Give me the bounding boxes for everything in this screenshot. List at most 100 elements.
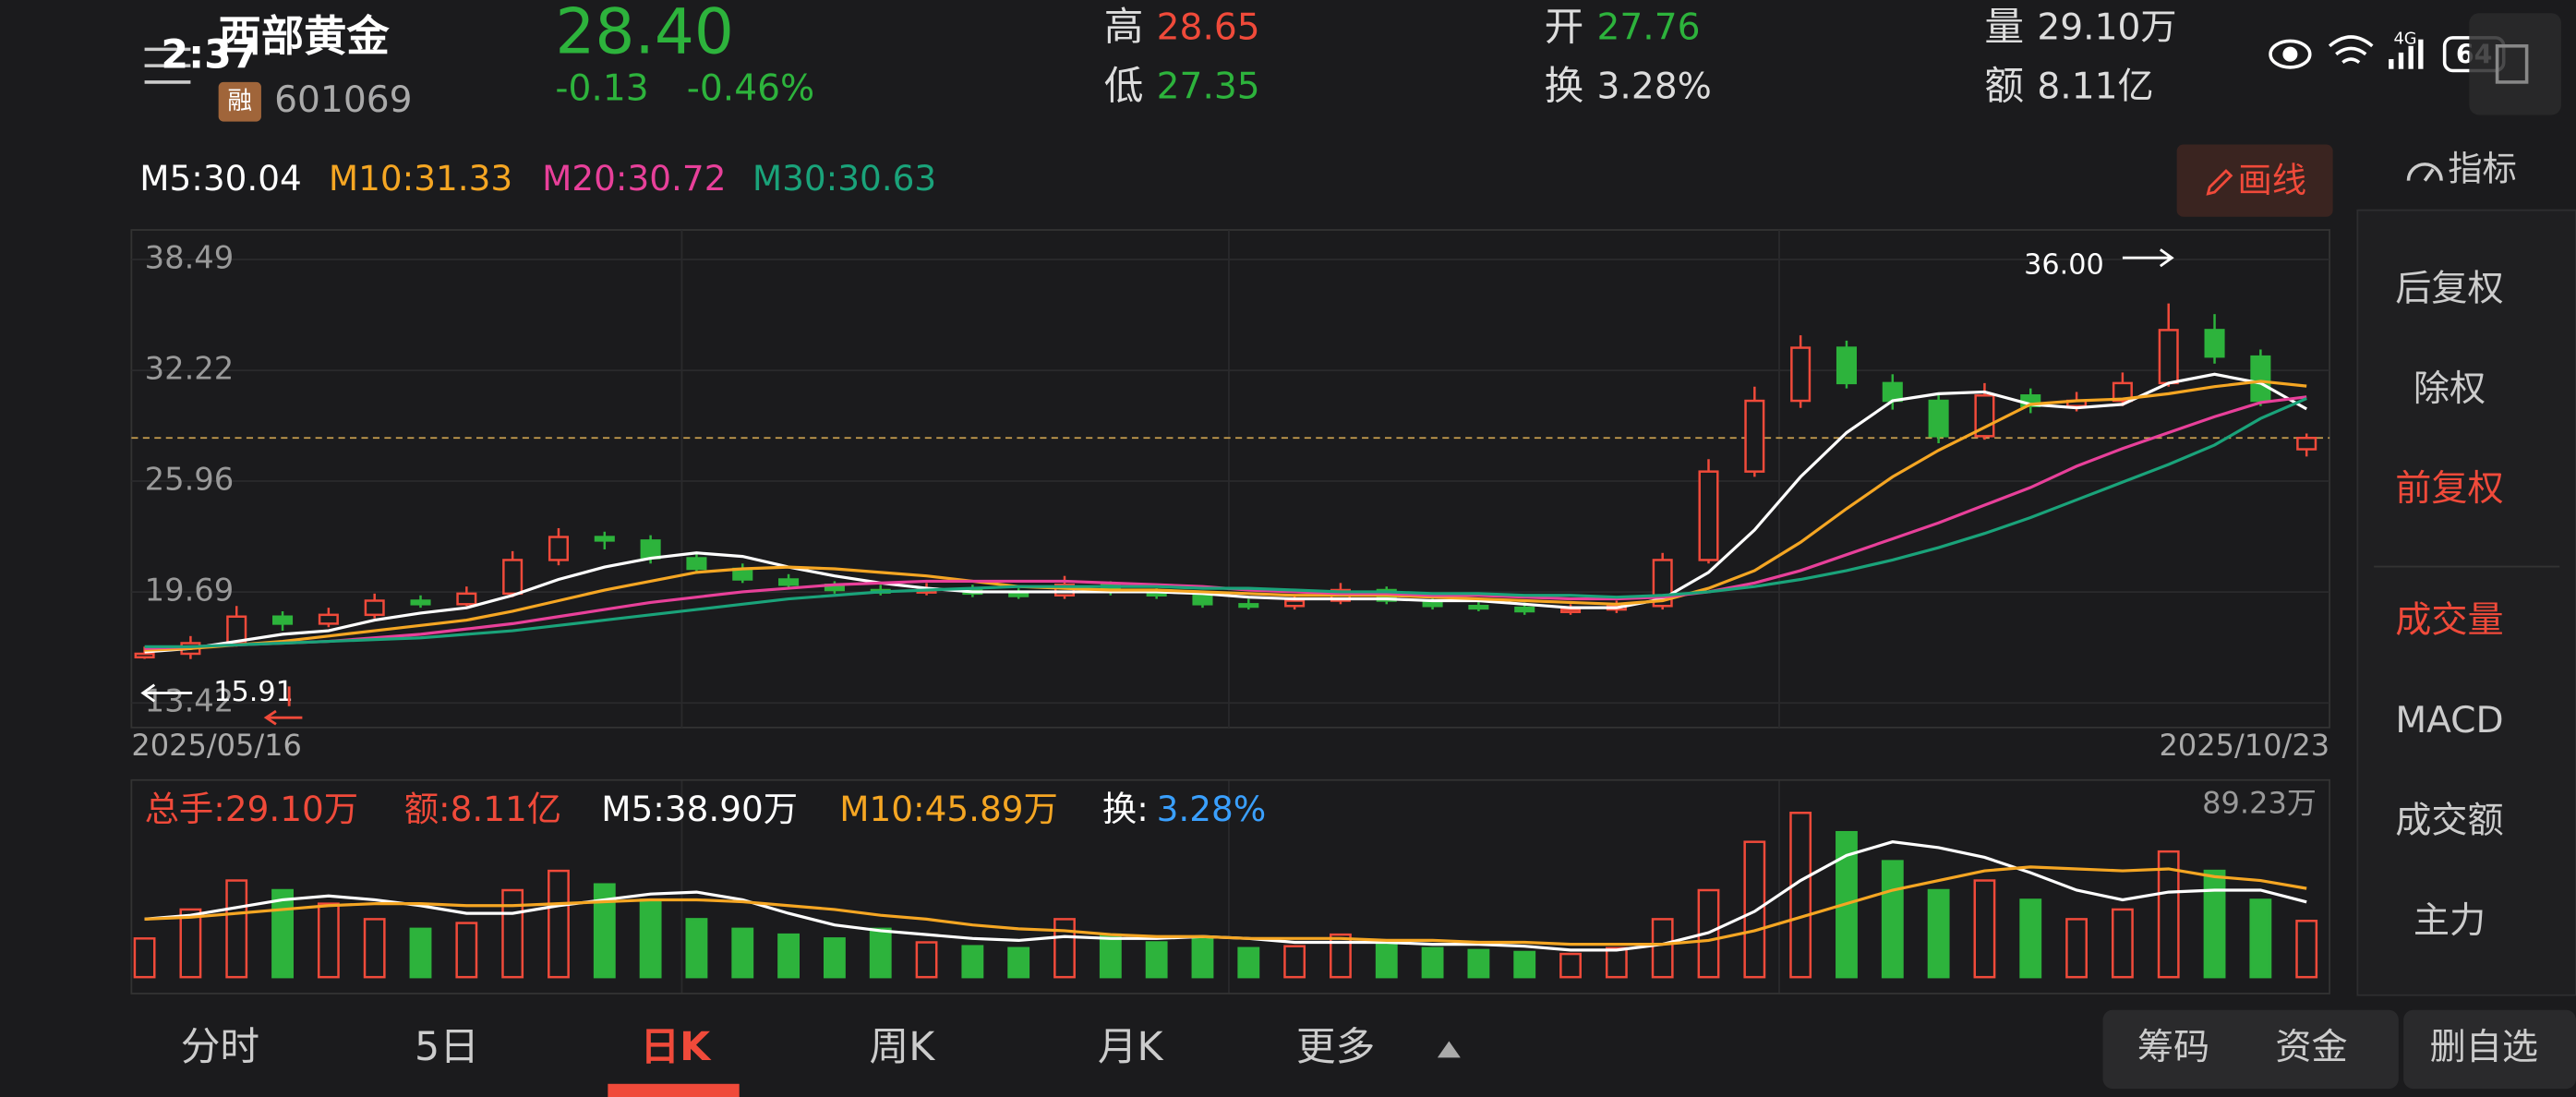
volume-bar <box>2111 908 2134 979</box>
side-menu-item[interactable]: 前复权 <box>2395 468 2503 510</box>
volume-bar <box>1789 812 1812 979</box>
side-menu-item[interactable]: MACD <box>2395 700 2503 741</box>
candle-body <box>1836 346 1858 385</box>
volume-bar <box>1283 945 1306 979</box>
volume-bar <box>593 883 616 979</box>
volume-bar <box>501 888 524 979</box>
menu-icon[interactable] <box>144 47 191 84</box>
volume-bar <box>639 898 662 979</box>
gauge-needle <box>2423 168 2435 182</box>
candle-body <box>1560 608 1582 613</box>
stat-value: 28.65 <box>1157 7 1260 49</box>
volume-legend-item: 总手:29.10万 <box>145 789 359 829</box>
candle-body <box>272 615 294 625</box>
volume-legend-item: M5:38.90万 <box>601 789 798 829</box>
tab[interactable]: 5日 <box>415 1024 479 1070</box>
tab[interactable]: 周K <box>870 1024 936 1070</box>
badge-bg <box>218 81 261 122</box>
tab[interactable]: 月K <box>1098 1024 1164 1070</box>
side-menu-item[interactable]: 主力 <box>2413 900 2486 942</box>
price-frame <box>130 229 2330 729</box>
volume-bar <box>1421 946 1444 979</box>
stock-name: 西部黄金 <box>219 11 391 61</box>
candle-body <box>2250 355 2271 403</box>
volume-bar <box>2203 869 2226 979</box>
ma-line <box>144 865 2307 946</box>
high-annotation: 36.00 <box>2024 249 2104 282</box>
volume-bar <box>1145 941 1168 979</box>
side-menu-item[interactable]: 除权 <box>2413 368 2486 410</box>
tab[interactable]: 日K <box>640 1024 712 1070</box>
stat-label: 换 <box>1545 64 1584 110</box>
date-end: 2025/10/23 <box>2160 728 2330 763</box>
volume-bar <box>1053 918 1076 979</box>
side-menu-item[interactable]: 成交额 <box>2395 801 2503 842</box>
action-button[interactable]: 删自选 <box>2430 1027 2538 1068</box>
volume-legend: 总手:29.10万 额:8.11亿 M5:38.90万 M10:45.89万 换: 3.2… <box>145 789 1267 829</box>
volume-legend-item: 换: <box>1102 789 1149 829</box>
action-button[interactable]: 筹码 <box>2137 1027 2209 1068</box>
volume-bar <box>1467 948 1490 979</box>
volume-bar <box>548 869 570 979</box>
volume-bar <box>1099 933 1122 979</box>
ma-legend-item: M5:30.04 <box>139 158 302 199</box>
low-annotation: 15.91 <box>213 676 294 708</box>
candle-body <box>1008 592 1029 597</box>
low-arrow <box>140 683 193 703</box>
actions: 筹码 资金 删自选 <box>2137 1027 2538 1068</box>
volume-bar <box>731 927 754 979</box>
candle-body <box>2204 329 2225 358</box>
marker-arrow <box>263 686 303 726</box>
candle-body <box>226 615 247 645</box>
tab[interactable]: 更多 <box>1296 1024 1375 1070</box>
tab-underline <box>608 1083 740 1097</box>
volume-bar <box>2157 850 2180 979</box>
candle-body <box>410 599 431 606</box>
candle-body <box>2158 329 2179 385</box>
plot: 38.49 32.22 25.96 19.69 13.42 89.23万 <box>131 239 2330 979</box>
candle-body <box>1284 599 1306 608</box>
volume-bar <box>1330 933 1352 979</box>
eye-pupil <box>2282 46 2298 62</box>
stat-label: 低 <box>1104 64 1144 110</box>
stat-value: 27.35 <box>1157 66 1260 108</box>
stat-label: 开 <box>1545 5 1584 51</box>
volume-bar <box>1007 946 1030 979</box>
volume-bar <box>225 879 248 979</box>
side-menu-item[interactable]: 后复权 <box>2395 268 2503 309</box>
candle-body <box>1514 606 1535 613</box>
wifi-icon <box>2328 35 2374 65</box>
candle-body <box>1928 399 1949 438</box>
draw-button[interactable] <box>2176 144 2333 217</box>
more-triangle[interactable] <box>1437 1041 1461 1058</box>
volume-bar <box>179 908 202 979</box>
price: 28.40 <box>555 0 734 68</box>
side-menu-item[interactable]: 成交量 <box>2395 600 2503 642</box>
candle-body <box>640 539 661 560</box>
high-arrow <box>2122 248 2174 268</box>
candle-body <box>1468 605 1489 610</box>
action-button[interactable]: 资金 <box>2275 1027 2347 1068</box>
ma-legend-item: M20:30.72 <box>542 158 726 199</box>
volume-bar <box>2019 898 2042 979</box>
stat-label: 高 <box>1104 5 1144 51</box>
tab[interactable]: 分时 <box>181 1024 259 1070</box>
action-group <box>2102 1009 2399 1090</box>
volume-bar <box>409 927 432 979</box>
change-pct: -0.46% <box>687 67 814 109</box>
candle-body <box>1698 470 1719 561</box>
candle-body <box>594 536 615 542</box>
float-button[interactable] <box>2469 13 2561 115</box>
stat-value: 29.10万 <box>2037 7 2176 49</box>
volume-bar <box>455 922 478 979</box>
gauge-icon[interactable] <box>2406 163 2443 181</box>
float-icon <box>2495 44 2529 84</box>
volume-frame <box>130 778 2330 995</box>
side-panel <box>2356 209 2576 996</box>
volume-bar <box>1743 840 1766 979</box>
volume-bar <box>133 937 156 979</box>
volume-bar <box>1605 946 1628 979</box>
indicator-button[interactable]: 指标 <box>2448 148 2517 188</box>
